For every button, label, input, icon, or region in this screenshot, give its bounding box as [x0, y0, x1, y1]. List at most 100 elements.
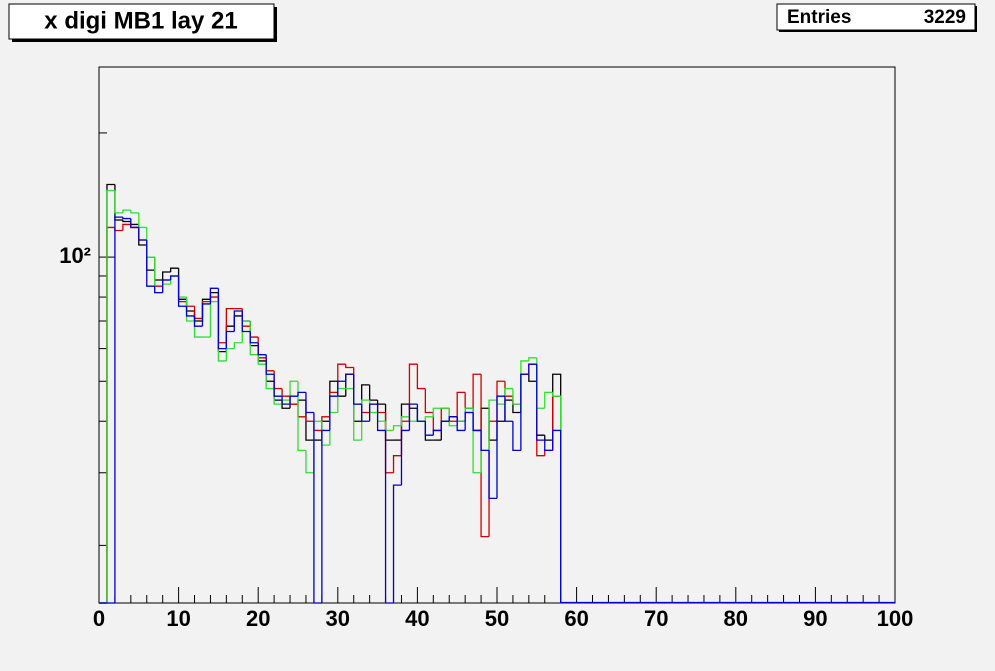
- histogram-step: [528, 357, 537, 361]
- histogram-step: [384, 430, 394, 604]
- histogram-step: [552, 429, 562, 603]
- histogram-step: [138, 227, 147, 241]
- histogram-step: [424, 421, 434, 436]
- y-tick-label: 10²: [59, 243, 91, 268]
- histogram-step: [424, 416, 434, 422]
- histogram-step: [353, 388, 362, 441]
- stats-value: 3229: [924, 7, 966, 28]
- histogram-step: [353, 374, 362, 405]
- histogram-step: [305, 416, 314, 422]
- histogram-step: [321, 429, 330, 603]
- histogram-step: [169, 275, 179, 280]
- histogram-step: [448, 416, 458, 422]
- chart-title: x digi MB1 lay 21: [44, 7, 237, 34]
- x-tick-label: 60: [564, 606, 588, 631]
- histogram-step: [233, 310, 243, 332]
- histogram-step: [392, 455, 402, 473]
- histogram-step: [289, 380, 298, 401]
- histogram-step: [456, 416, 466, 432]
- histogram-step: [528, 363, 537, 375]
- histogram-step: [225, 330, 235, 349]
- histogram-step: [472, 412, 482, 432]
- x-tick-label: 20: [246, 606, 270, 631]
- histogram-step: [400, 429, 410, 486]
- histogram-step: [408, 363, 418, 422]
- histogram-step: [416, 364, 426, 390]
- histogram-step: [209, 287, 219, 304]
- histogram-step: [297, 381, 306, 451]
- histogram-step: [376, 404, 386, 432]
- histogram-step: [392, 425, 402, 431]
- histogram-step: [400, 416, 410, 426]
- histogram-step: [408, 403, 418, 431]
- histogram-step: [480, 430, 490, 451]
- x-tick-label: 0: [93, 606, 105, 631]
- histogram-step: [305, 392, 314, 414]
- histogram-step: [249, 331, 259, 344]
- histogram-step: [233, 342, 243, 349]
- x-tick-label: 50: [485, 606, 509, 631]
- histogram-step: [169, 267, 179, 273]
- histogram-step: [193, 315, 203, 327]
- histogram-step: [464, 411, 474, 431]
- histogram-step: [217, 288, 227, 350]
- histogram-step: [305, 400, 314, 441]
- histogram-step: [130, 210, 139, 214]
- histogram-step: [257, 342, 267, 356]
- histogram-step: [146, 240, 155, 287]
- histogram-step: [162, 279, 171, 293]
- histogram-step: [305, 450, 314, 474]
- histogram-step: [289, 395, 298, 405]
- x-tick-label: 30: [326, 606, 350, 631]
- histogram-step: [114, 190, 123, 214]
- histogram-step: [265, 354, 275, 375]
- x-tick-label: 10: [166, 606, 190, 631]
- x-tick-label: 90: [803, 606, 827, 631]
- histogram-step: [368, 403, 378, 422]
- histogram-step: [448, 408, 458, 427]
- histogram-step: [480, 374, 490, 538]
- histogram-step: [281, 396, 291, 405]
- histogram-step: [185, 297, 195, 322]
- histogram-step: [424, 388, 434, 414]
- histogram-step: [177, 275, 187, 307]
- x-tick-label: 70: [644, 606, 668, 631]
- histogram-step: [361, 404, 370, 422]
- histogram-step: [273, 374, 283, 397]
- histogram-step: [122, 217, 131, 220]
- histogram-step: [114, 216, 123, 603]
- histogram-step: [122, 209, 131, 213]
- x-tick-label: 40: [405, 606, 429, 631]
- title-box: [8, 3, 275, 40]
- histogram-step: [520, 373, 529, 451]
- histogram-step: [432, 429, 442, 436]
- histogram-step: [456, 391, 466, 422]
- histogram-step: [488, 450, 497, 500]
- histogram-step: [392, 484, 402, 603]
- histogram-step: [496, 395, 505, 499]
- stats-box: [776, 3, 976, 31]
- histogram-step: [440, 420, 450, 431]
- histogram-step: [337, 380, 346, 397]
- histogram-step: [361, 399, 370, 441]
- plot-frame: [98, 66, 896, 604]
- histogram-step: [297, 391, 306, 397]
- histogram-step: [512, 421, 521, 451]
- histogram-step: [154, 286, 163, 294]
- x-tick-label: 80: [724, 606, 748, 631]
- histogram-step: [432, 407, 442, 417]
- histogram-step: [544, 391, 553, 409]
- histogram-step: [504, 396, 513, 422]
- histogram-step: [185, 306, 195, 317]
- x-tick-label: 100: [877, 606, 914, 631]
- histogram-step: [162, 271, 171, 280]
- histogram-step: [544, 440, 553, 451]
- histogram-step: [313, 412, 322, 604]
- histogram-step: [536, 364, 545, 441]
- histogram-step: [122, 220, 131, 223]
- histogram-step: [512, 388, 521, 405]
- histogram-step: [345, 364, 354, 369]
- histogram-step: [257, 354, 267, 365]
- histogram-step: [345, 373, 354, 382]
